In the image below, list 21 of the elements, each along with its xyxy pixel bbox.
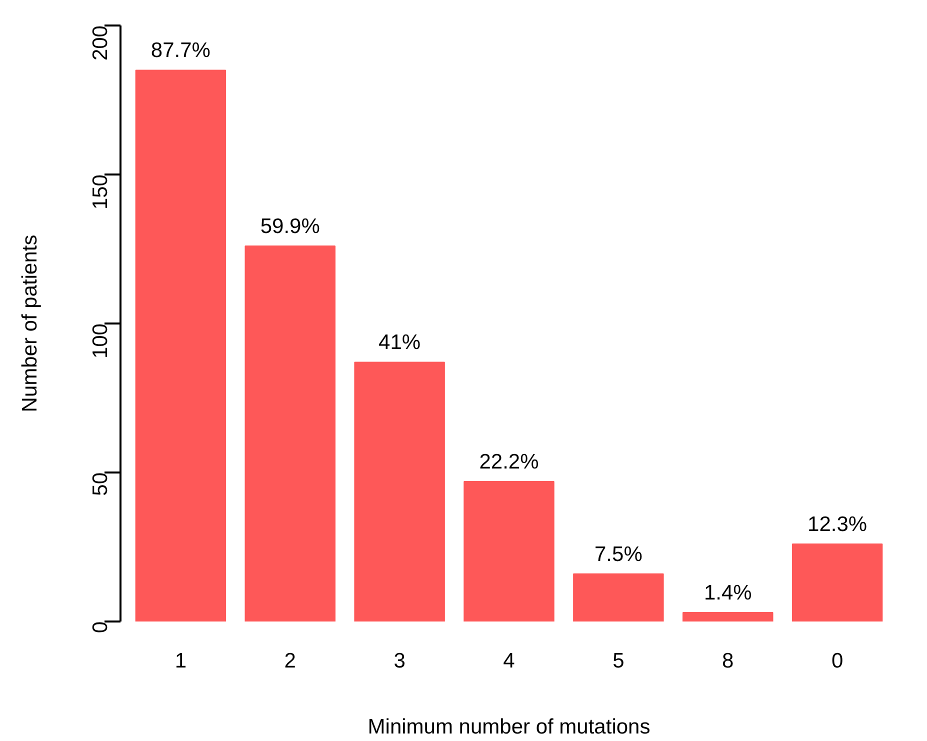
x-tick-label: 1 xyxy=(174,650,187,672)
x-tick-label: 3 xyxy=(394,650,406,672)
x-tick-label: 4 xyxy=(503,650,516,672)
annotation: 22.2% xyxy=(479,450,539,474)
annotation: 12.3% xyxy=(808,513,868,536)
y-tick-label: 100 xyxy=(89,323,112,359)
annotation: 59.9% xyxy=(260,215,320,238)
x-tick-label: 8 xyxy=(722,650,734,672)
x-tick-label: 0 xyxy=(831,650,844,672)
x-tick-label: 2 xyxy=(284,650,296,672)
x-tick-label: 5 xyxy=(612,650,624,672)
y-tick-label: 150 xyxy=(89,174,112,210)
annotation: 1.4% xyxy=(704,582,752,605)
x-axis-title: Minimum number of mutations xyxy=(368,716,650,738)
annotation: 41% xyxy=(378,331,421,354)
y-tick-label: 0 xyxy=(89,621,112,634)
annotation: 87.7% xyxy=(150,39,210,62)
y-tick-label: 200 xyxy=(89,25,112,61)
y-axis-title: Number of patients xyxy=(18,234,42,412)
annotation: 7.5% xyxy=(594,542,642,566)
y-tick-label: 50 xyxy=(89,472,112,496)
